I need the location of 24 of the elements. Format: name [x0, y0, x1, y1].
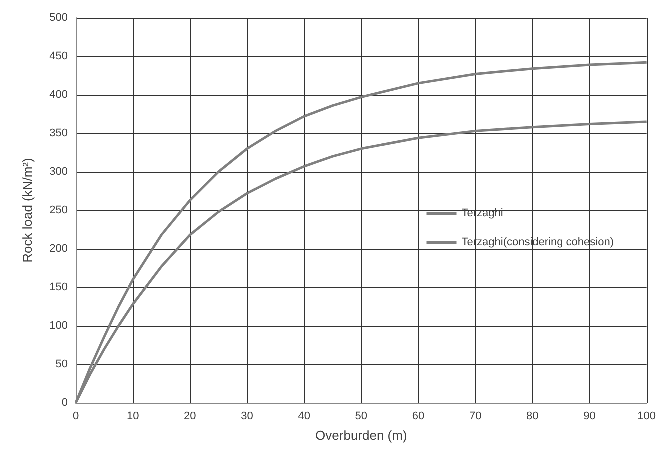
x-tick-label: 60: [412, 410, 425, 422]
y-tick-label: 500: [50, 12, 68, 24]
x-tick-label: 50: [355, 410, 368, 422]
y-tick-label: 450: [50, 50, 68, 62]
y-tick-label: 0: [62, 397, 68, 409]
x-tick-label: 0: [72, 410, 80, 422]
x-tick-label: 10: [126, 410, 140, 422]
y-tick-label: 200: [50, 243, 68, 255]
y-tick-label: 400: [50, 89, 68, 101]
y-tick-label: 100: [50, 320, 68, 332]
x-tick-label: 30: [241, 410, 254, 422]
x-tick-label: 70: [469, 410, 482, 422]
x-axis-title: Overburden (m): [316, 428, 408, 443]
y-tick-label: 150: [50, 282, 68, 294]
y-tick-label: 300: [50, 166, 68, 178]
y-axis-title: Rock load (kN/m²): [20, 158, 35, 263]
x-tick-label: 40: [298, 410, 310, 422]
y-tick-label: 50: [56, 358, 68, 370]
x-tick-label: 20: [184, 410, 196, 422]
y-tick-label: 350: [50, 128, 68, 140]
y-tick-label: 250: [50, 204, 68, 216]
x-tick-label: 90: [584, 410, 596, 422]
x-tick-label: 80: [526, 410, 539, 422]
x-tick-label: 100: [638, 410, 656, 422]
